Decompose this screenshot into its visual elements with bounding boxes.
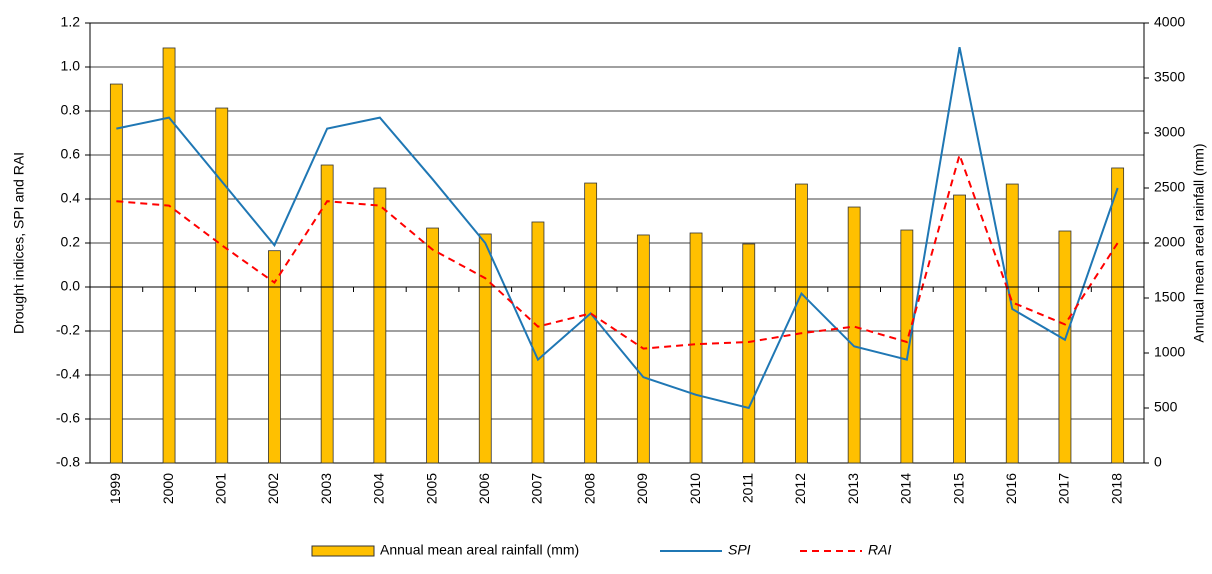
legend-label: RAI [868,542,891,558]
bar [795,183,808,464]
bar [373,187,387,464]
plot-frame [89,22,1145,464]
y-tick-label: 1.2 [61,14,81,30]
x-tick-label: 2016 [1003,473,1019,504]
x-tick-label: 2010 [687,473,703,504]
bar [426,227,439,464]
line [116,151,1119,350]
y2-axis-label: Annual mean areal rainfall (mm) [1191,143,1207,342]
bar [1005,183,1019,464]
bar [109,83,123,464]
x-tick-label: 2012 [792,473,808,504]
y2-tick-label: 2500 [1154,179,1185,195]
y-tick-label: 0.2 [61,234,81,250]
x-tick-label: 2018 [1108,473,1124,504]
line [116,47,1119,410]
y-tick-label: -0.4 [56,366,80,382]
x-tick-label: 2007 [529,473,545,504]
y2-tick-label: 1500 [1154,289,1185,305]
bar [900,229,914,464]
bar [1111,167,1125,464]
x-tick-label: 2000 [160,473,176,504]
y2-tick-label: 3500 [1154,69,1185,85]
bar [742,243,756,464]
y-tick-label: -0.2 [56,322,80,338]
bar [162,47,176,464]
bar [215,107,229,464]
y-tick-label: -0.8 [56,454,80,470]
x-tick-label: 2005 [423,473,439,504]
bar [268,250,281,464]
bar [478,233,492,464]
x-tick-label: 2004 [371,473,387,504]
y-tick-label: -0.6 [56,410,80,426]
y2-tick-label: 0 [1154,454,1162,470]
x-tick-label: 2003 [318,473,334,504]
y2-tick-label: 2000 [1154,234,1185,250]
legend-swatch [311,545,375,557]
legend-label: SPI [728,542,751,558]
x-tick-label: 1999 [107,473,123,504]
bar [584,182,598,464]
x-tick-label: 2017 [1056,473,1072,504]
y2-tick-label: 4000 [1154,14,1185,30]
bar [1058,230,1072,464]
legend-label: Annual mean areal rainfall (mm) [380,542,579,558]
x-tick-label: 2006 [476,473,492,504]
bar [320,164,334,464]
y-tick-label: 0.6 [61,146,81,162]
x-tick-label: 2008 [581,473,597,504]
y-tick-label: 0.0 [61,278,81,294]
x-tick-label: 2009 [634,473,650,504]
x-tick-label: 2015 [950,473,966,504]
x-tick-label: 2001 [212,473,228,504]
x-tick-label: 2013 [845,473,861,504]
bar [953,194,966,464]
y-axis-label: Drought indices, SPI and RAI [11,152,27,334]
y-tick-label: 1.0 [61,58,81,74]
y-tick-label: 0.4 [61,190,81,206]
x-tick-label: 2002 [265,473,281,504]
y-tick-label: 0.8 [61,102,81,118]
bar [531,221,545,464]
bar [689,232,703,464]
y2-tick-label: 3000 [1154,124,1185,140]
bar [847,206,861,464]
x-tick-label: 2014 [898,473,914,504]
x-tick-label: 2011 [739,473,755,503]
y2-tick-label: 500 [1154,399,1178,415]
y2-tick-label: 1000 [1154,344,1185,360]
